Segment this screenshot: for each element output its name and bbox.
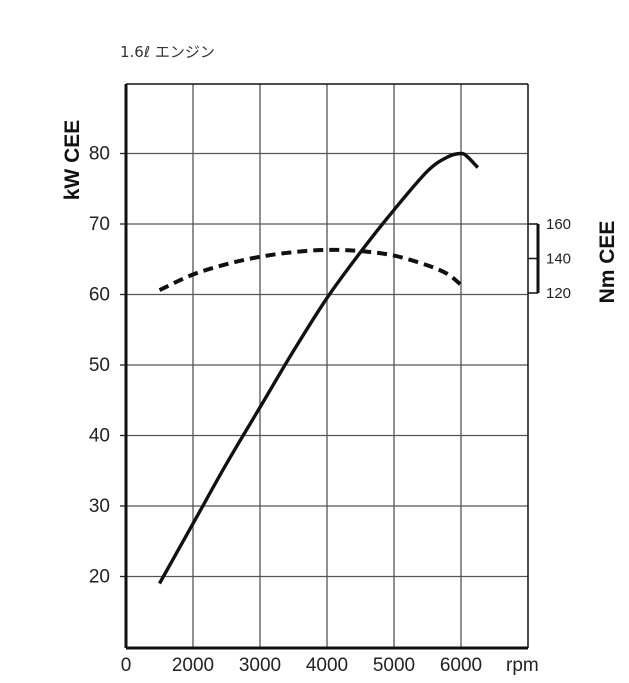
right-tick-label-140: 140 <box>546 251 571 268</box>
plot-frame <box>124 83 529 650</box>
y-tick-label-50: 50 <box>89 355 110 376</box>
right-tick-label-160: 160 <box>546 216 571 233</box>
y-tick-label-40: 40 <box>89 426 110 447</box>
chart-title: 1.6ℓ エンジン <box>120 43 215 61</box>
y-tick-label-20: 20 <box>89 567 110 588</box>
y-axis-ticks: 20 30 40 50 60 70 80 <box>89 144 126 588</box>
y2-axis-title: Nm CEE <box>596 221 619 304</box>
x-tick-label-0: 0 <box>121 655 132 676</box>
right-torque-axis: 120 140 160 <box>528 216 571 302</box>
x-tick-label-6000: 6000 <box>440 655 482 676</box>
x-tick-label-3000: 3000 <box>239 655 281 676</box>
grid <box>126 84 528 648</box>
right-tick-label-120: 120 <box>546 285 571 302</box>
y-tick-label-30: 30 <box>89 496 110 517</box>
x-tick-label-2000: 2000 <box>172 655 214 676</box>
power-curve-line <box>158 151 480 585</box>
y-tick-label-60: 60 <box>89 285 110 306</box>
x-tick-label-4000: 4000 <box>306 655 348 676</box>
series-lines <box>158 151 480 585</box>
torque-curve-line <box>158 247 463 292</box>
x-axis-ticks: 0 2000 3000 4000 5000 6000 <box>121 655 482 676</box>
x-tick-label-5000: 5000 <box>373 655 415 676</box>
y-tick-label-70: 70 <box>89 214 110 235</box>
y-tick-label-80: 80 <box>89 144 110 165</box>
x-axis-title: rpm <box>506 655 539 676</box>
y-axis-title: kW CEE <box>61 120 84 201</box>
